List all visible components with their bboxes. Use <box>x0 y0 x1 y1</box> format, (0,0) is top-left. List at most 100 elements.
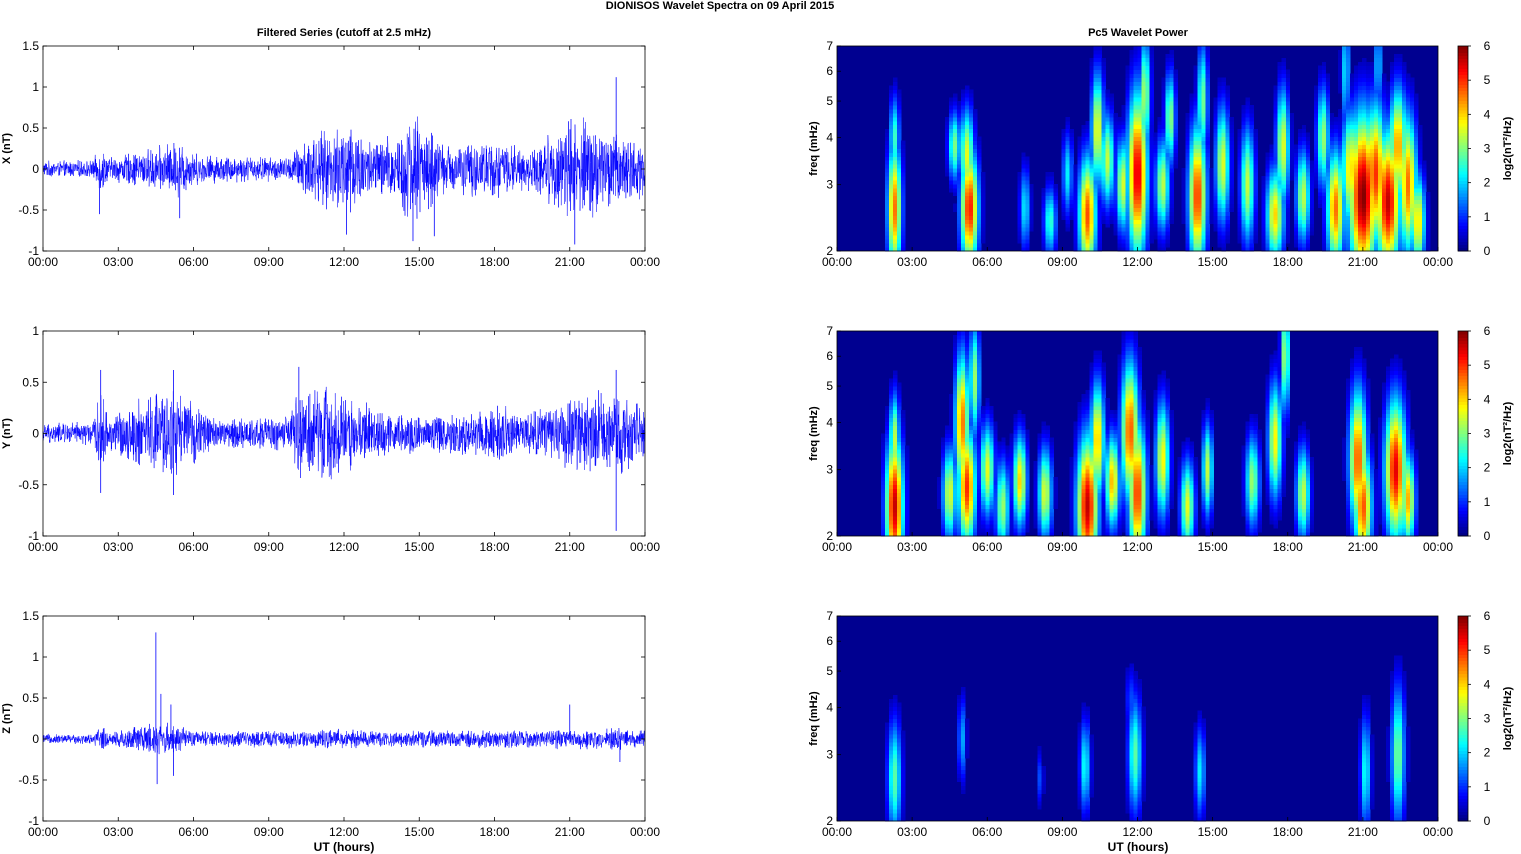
spectrum-cell <box>1225 207 1231 212</box>
spectrum-cell <box>1373 46 1379 51</box>
spectrum-cell <box>1161 144 1166 149</box>
spectrum-cell <box>1093 128 1098 134</box>
spectrum-cell <box>1373 101 1379 106</box>
spectrum-cell <box>1345 176 1351 181</box>
spectrum-cell <box>1197 65 1203 71</box>
spectrum-cell <box>1337 65 1343 71</box>
spectrum-cell <box>1049 207 1054 212</box>
colorbar-swatch <box>1458 193 1468 197</box>
spectrum-cell <box>1281 113 1287 118</box>
spectrum-cell <box>1345 160 1351 165</box>
spectrum-cell <box>1281 97 1287 102</box>
spectrum-cell <box>897 413 902 419</box>
spectrum-cell <box>1205 105 1211 110</box>
spectrum-cell <box>1121 152 1126 157</box>
spectrum-cell <box>957 105 962 110</box>
spectrum-cell <box>1113 160 1118 165</box>
spectrum-cell <box>897 235 902 240</box>
spectrum-cell <box>957 401 962 407</box>
spectrum-cell <box>1297 156 1303 161</box>
spectrum-cell <box>1285 219 1291 224</box>
spectrum-cell <box>1201 187 1207 193</box>
spectrum-cell <box>1205 69 1211 74</box>
spectrum-cell <box>1349 172 1355 177</box>
series-line-z <box>42 722 646 755</box>
spectrum-cell <box>1337 85 1343 90</box>
spectrum-cell <box>1381 187 1387 193</box>
colorbar-swatch <box>1458 164 1468 169</box>
spectrum-cell <box>1169 199 1174 205</box>
spectrum-cell <box>1301 152 1307 157</box>
spectrum-cell <box>897 472 902 478</box>
spectrum-cell <box>1061 168 1066 173</box>
spectrum-cell <box>1065 183 1070 189</box>
spectrum-cell <box>1425 215 1431 220</box>
spectrum-cell <box>1081 215 1086 220</box>
spectrum-cell <box>1077 168 1082 173</box>
spectrum-cell <box>1329 156 1335 161</box>
spectrum-cell <box>1413 116 1419 122</box>
spectrum-cell <box>1325 239 1331 244</box>
spectrum-cell <box>1401 148 1407 153</box>
spectrum-cell <box>1149 176 1154 181</box>
spectrum-cell <box>897 417 902 423</box>
spectrum-cell <box>1385 160 1391 165</box>
spectrum-cell <box>1185 164 1190 169</box>
spectrum-cell <box>885 468 890 474</box>
spectrum-cell <box>1205 187 1211 193</box>
spectrum-cell <box>1045 243 1050 248</box>
spectrum-cell <box>1053 199 1058 205</box>
spectrum-cell <box>1377 116 1383 122</box>
spectrum-cell <box>1369 207 1375 212</box>
colorbar-tick-label: 6 <box>1484 39 1491 53</box>
spectrum-cell <box>1401 247 1407 252</box>
spectrum-cell <box>1113 187 1118 193</box>
spectrum-cell <box>969 109 974 114</box>
spectrum-cell <box>1065 199 1070 205</box>
spectrum-cell <box>1169 172 1174 177</box>
spectrum-cell <box>1201 113 1207 118</box>
spectrum-cell <box>1421 207 1427 212</box>
spectrum-cell <box>1229 152 1235 157</box>
spectrum-cell <box>1205 223 1211 228</box>
spectrum-cell <box>1405 215 1411 220</box>
spectrum-cell <box>969 488 974 494</box>
spectrum-cell <box>961 350 966 356</box>
spectrum-cell <box>1141 183 1146 189</box>
spectrum-cell <box>965 120 970 126</box>
spectrum-cell <box>1189 211 1194 216</box>
spectrum-cell <box>1137 152 1142 157</box>
spectrum-cell <box>1277 69 1283 74</box>
spectrum-cell <box>1197 215 1203 220</box>
spectrum-cell <box>897 453 902 458</box>
spectrum-cell <box>965 520 970 525</box>
spectrum-cell <box>1089 93 1094 98</box>
spectrum-cell <box>961 172 966 177</box>
spectrum-cell <box>893 378 898 383</box>
spectrum-cell <box>1149 183 1154 189</box>
spectrum-cell <box>1341 191 1347 197</box>
spectrum-cell <box>953 437 958 442</box>
left-column-title: Filtered Series (cutoff at 2.5 mHz) <box>257 27 432 39</box>
spectrum-cell <box>1385 187 1391 193</box>
spectrum-cell <box>1161 136 1166 142</box>
spectrum-cell <box>1245 231 1251 236</box>
spectrum-cell <box>1189 231 1194 236</box>
spectrum-cell <box>1281 85 1287 90</box>
spectrum-cell <box>1137 191 1142 197</box>
spectrum-cell <box>1341 109 1347 114</box>
spectrum-cell <box>1225 152 1231 157</box>
spectrum-cell <box>1073 235 1078 240</box>
spectrum-cell <box>1073 211 1078 216</box>
spectrum-cell <box>1265 156 1271 161</box>
spectrum-cell <box>937 500 942 505</box>
spectrum-cell <box>1225 235 1231 240</box>
spectrum-cell <box>1117 172 1122 177</box>
spectrum-cell <box>1317 183 1323 189</box>
spectrum-cell <box>1329 148 1335 153</box>
spectrum-cell <box>1137 105 1142 110</box>
spectrum-cell <box>1221 231 1227 236</box>
spectrum-cell <box>1277 61 1283 67</box>
spectrum-cell <box>1149 235 1154 240</box>
spectrum-cell <box>897 211 902 216</box>
